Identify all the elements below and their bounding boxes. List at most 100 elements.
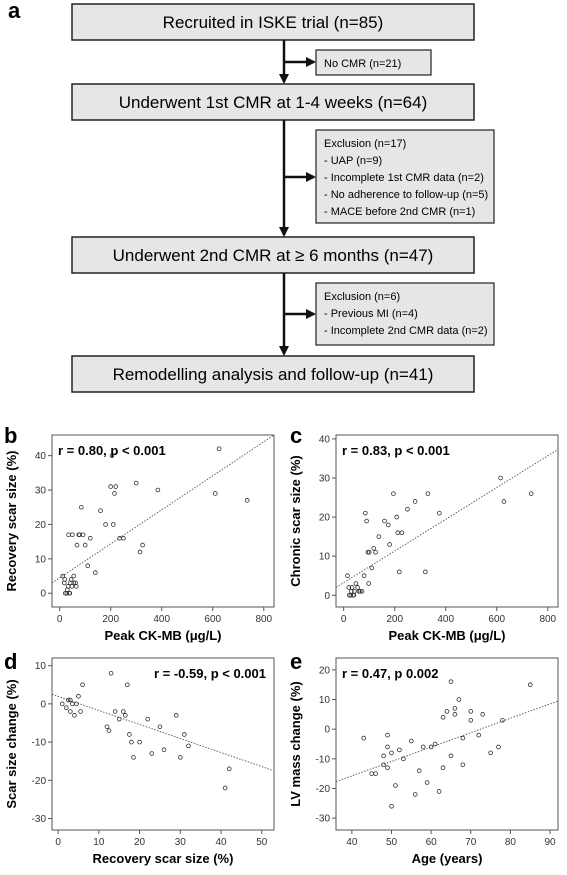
side-box-exclusion-1-line: - UAP (n=9)	[324, 155, 382, 167]
scatter-plot-e: 40 50 60 70 80 90 -30 -20 -10 0 10 20 Age (years) LV …	[288, 657, 559, 866]
data-point	[66, 532, 71, 538]
data-point	[120, 709, 126, 714]
scatter-plot-b: 0 200 400 600 800 0 10 20 30 40 Peak CK-MB (μg/L) R…	[4, 434, 275, 643]
x-tick-label: 60	[426, 837, 438, 848]
data-point	[69, 584, 75, 589]
data-point	[393, 783, 398, 788]
flowchart: Recruited in ISKE trial (n=85) Underwent…	[71, 3, 495, 393]
data-point	[127, 732, 132, 737]
y-tick-label: 10	[35, 554, 47, 565]
data-point	[345, 573, 350, 579]
data-point	[412, 792, 418, 797]
side-box-exclusion-2-line: - Previous MI (n=4)	[324, 308, 418, 320]
data-point	[80, 682, 85, 688]
correlation-annotation: r = 0.80, p < 0.001	[58, 443, 166, 458]
x-tick-label: 40	[346, 837, 358, 848]
data-point	[125, 682, 130, 688]
y-tick-label: -30	[316, 814, 331, 825]
data-point	[389, 803, 394, 809]
y-tick-label: 10	[319, 552, 331, 563]
data-point	[123, 713, 128, 718]
x-tick-label: 800	[539, 614, 556, 625]
side-box-exclusion-1-line: - Incomplete 1st CMR data (n=2)	[324, 172, 484, 184]
data-point	[373, 549, 378, 555]
data-point	[60, 573, 66, 579]
y-tick-label: 20	[319, 513, 331, 524]
data-point	[428, 744, 434, 750]
data-point	[72, 713, 77, 718]
data-point	[371, 546, 377, 551]
data-point	[104, 724, 110, 730]
data-point	[98, 508, 103, 513]
x-axis-label: Peak CK-MB (μg/L)	[104, 628, 221, 643]
data-point	[62, 577, 68, 582]
data-point	[161, 747, 167, 753]
main-box-first-cmr	[71, 83, 475, 121]
x-tick-label: 400	[153, 614, 170, 625]
data-point	[432, 741, 438, 747]
data-point	[437, 510, 442, 516]
x-tick-label: 0	[341, 614, 347, 625]
side-box-exclusion-1-line: - MACE before 2nd CMR (n=1)	[324, 206, 475, 218]
main-box-remodelling	[71, 355, 475, 393]
data-point	[387, 542, 392, 547]
data-point	[460, 762, 466, 768]
data-point	[216, 446, 222, 452]
x-axis-label: Age (years)	[412, 851, 483, 866]
data-point	[133, 480, 139, 486]
data-point	[364, 518, 369, 524]
main-box-text-remodelling: Remodelling analysis and follow-up (n=41…	[113, 365, 434, 384]
x-tick-label: 0	[55, 837, 61, 848]
data-point	[399, 530, 405, 536]
y-axis-label: Recovery scar size (%)	[4, 451, 19, 592]
main-box-text-second-cmr: Underwent 2nd CMR at ≥ 6 months (n=47)	[113, 246, 434, 265]
data-point	[73, 584, 79, 589]
data-point	[468, 709, 474, 714]
data-point	[82, 542, 88, 548]
data-point	[116, 716, 122, 722]
data-point	[71, 580, 76, 586]
data-point	[222, 785, 228, 791]
panel-label-b: b	[4, 423, 18, 448]
data-point	[65, 697, 71, 703]
plot-frame	[335, 657, 559, 831]
data-point	[501, 499, 507, 504]
data-point	[386, 522, 391, 528]
x-tick-label: 600	[488, 614, 505, 625]
side-box-no-cmr	[315, 49, 432, 76]
side-box-no-cmr-text: No CMR (n=21)	[324, 58, 401, 70]
scatter-plot-d: 0 10 20 30 40 50 -30 -20 -10 0 10 Recovery scar siz…	[4, 657, 275, 866]
data-point	[416, 768, 422, 773]
data-point	[394, 514, 400, 520]
y-axis-label: Scar size change (%)	[4, 679, 19, 808]
regression-line	[51, 693, 275, 772]
data-point	[131, 755, 136, 760]
data-point	[423, 569, 428, 575]
panel-label-d: d	[4, 649, 18, 674]
data-point	[87, 535, 93, 541]
y-tick-label: -20	[32, 776, 47, 787]
data-point	[74, 701, 79, 707]
side-box-exclusion-1-line: - No adherence to follow-up (n=5)	[324, 189, 488, 201]
data-point	[396, 569, 402, 575]
data-point	[121, 535, 126, 541]
data-point	[361, 735, 367, 741]
data-point	[155, 487, 161, 493]
data-point	[186, 743, 191, 749]
data-point	[440, 765, 446, 771]
correlation-annotation: r = -0.59, p < 0.001	[154, 666, 266, 681]
data-point	[480, 712, 485, 717]
scatter-plot-c: 0 200 400 600 800 0 10 20 30 40 Peak CK-MB (μg/L) C…	[288, 434, 559, 643]
data-point	[424, 780, 430, 785]
data-point	[145, 716, 151, 722]
x-tick-label: 400	[437, 614, 454, 625]
data-point	[440, 715, 446, 720]
regression-line	[335, 449, 559, 588]
data-point	[444, 709, 450, 714]
data-point	[106, 728, 112, 733]
correlation-annotation: r = 0.47, p 0.002	[342, 666, 438, 681]
data-point	[488, 750, 493, 756]
data-point	[456, 697, 462, 702]
side-box-exclusion-1	[315, 129, 495, 224]
data-point	[352, 589, 357, 594]
